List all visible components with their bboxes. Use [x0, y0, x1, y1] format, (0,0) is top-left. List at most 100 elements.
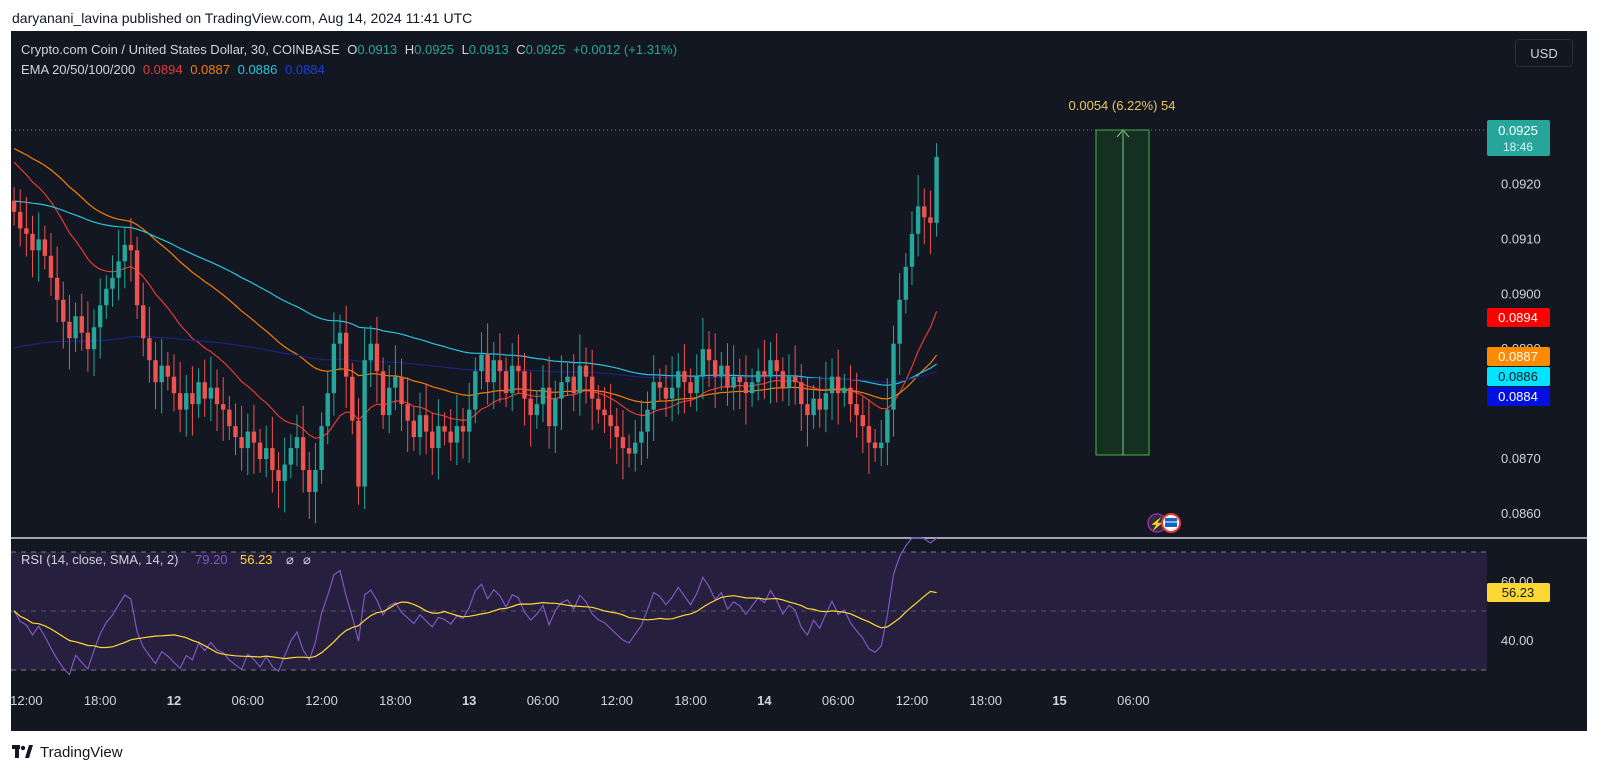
candle-body — [368, 343, 373, 361]
ema50-value: 0.0887 — [190, 62, 230, 77]
candle-body — [220, 404, 226, 410]
candle-body — [134, 250, 140, 306]
change-value: +0.0012 (+1.31%) — [572, 42, 678, 57]
candle-body — [817, 398, 822, 410]
candle-body — [768, 360, 773, 377]
candle-body — [651, 382, 656, 410]
footer-brand[interactable]: TradingView — [12, 741, 123, 763]
x-tick-label: 06:00 — [822, 693, 855, 708]
candle-body — [503, 371, 509, 394]
currency-button[interactable]: USD — [1515, 39, 1573, 67]
x-tick-label: 12:00 — [896, 693, 929, 708]
candle-body — [110, 277, 115, 289]
candle-layer — [11, 143, 939, 524]
ema200-value: 0.0884 — [285, 62, 325, 77]
candle-body — [356, 420, 361, 487]
candle-body — [331, 343, 337, 394]
close-label: C — [516, 42, 526, 57]
candle-body — [866, 426, 872, 443]
candle-body — [614, 426, 619, 438]
candle-body — [676, 371, 681, 388]
candle-body — [854, 404, 859, 416]
candle-body — [393, 376, 398, 388]
open-label: O — [347, 42, 358, 57]
candle-body — [719, 365, 724, 377]
ema200-tag-label: 0.0884 — [1498, 389, 1538, 404]
candle-body — [276, 470, 281, 482]
candle-body — [264, 448, 269, 460]
candle-body — [534, 404, 540, 416]
rsi-sma-line — [13, 590, 937, 660]
candle-body — [682, 371, 687, 383]
rsi-sma-tag-label: 56.23 — [1502, 585, 1535, 600]
candle-body — [891, 343, 896, 410]
candle-body — [835, 376, 841, 394]
candle-body — [829, 376, 835, 394]
candle-body — [749, 382, 755, 394]
ema-label: EMA 20/50/100/200 — [21, 62, 136, 77]
candle-body — [300, 437, 306, 471]
candle-body — [694, 376, 699, 394]
y-tick-label: 0.0910 — [1501, 231, 1541, 246]
candle-body — [589, 376, 595, 399]
candle-body — [583, 365, 589, 377]
candle-body — [792, 376, 798, 383]
x-tick-label: 18:00 — [674, 693, 707, 708]
y-tick-label: 0.0860 — [1501, 506, 1541, 521]
candle-body — [872, 442, 878, 449]
candle-body — [122, 244, 127, 262]
candle-body — [282, 464, 287, 482]
candle-body — [362, 360, 367, 487]
candle-body — [30, 233, 35, 251]
candle-body — [417, 415, 423, 438]
candle-body — [897, 299, 902, 344]
candle-body — [922, 206, 927, 218]
candle-body — [288, 448, 294, 465]
candle-body — [319, 426, 324, 471]
candle-body — [202, 382, 207, 399]
rsi-line — [13, 537, 937, 676]
candle-body — [805, 404, 810, 416]
candle-body — [848, 387, 853, 405]
candle-body — [909, 233, 915, 267]
candle-body — [350, 376, 355, 421]
candle-body — [663, 387, 669, 399]
candle-body — [91, 327, 97, 350]
symbol-title: Crypto.com Coin / United States Dollar, … — [21, 42, 340, 57]
ema50-tag-label: 0.0887 — [1498, 349, 1538, 364]
candle-body — [860, 415, 865, 427]
candle-body — [602, 409, 607, 416]
rsi-sma-value: 56.23 — [240, 552, 273, 567]
candle-body — [24, 228, 29, 234]
candle-body — [18, 211, 23, 229]
rsi-lines — [13, 537, 937, 676]
candle-body — [374, 343, 380, 372]
candle-body — [405, 404, 410, 421]
candle-body — [934, 156, 939, 223]
candle-body — [786, 376, 792, 388]
candle-body — [485, 354, 490, 383]
rsi-extra-2: ⌀ — [303, 552, 311, 567]
candle-body — [639, 431, 644, 443]
candle-body — [473, 371, 478, 410]
candle-body — [227, 409, 232, 427]
candle-body — [380, 371, 386, 416]
ema100-value: 0.0886 — [237, 62, 278, 77]
candle-body — [423, 415, 429, 432]
ema20-tag-label: 0.0894 — [1498, 310, 1538, 325]
ema200-tag — [1487, 387, 1550, 406]
candle-body — [620, 437, 626, 449]
candle-body — [97, 305, 103, 328]
candle-body — [915, 206, 921, 234]
candle-body — [48, 255, 54, 278]
ema20-value: 0.0894 — [142, 62, 183, 77]
candle-body — [466, 409, 472, 432]
candle-body — [725, 365, 730, 388]
candle-body — [171, 376, 177, 394]
measure-label: 0.0054 (6.22%) 54 — [1069, 98, 1176, 113]
chart-panel[interactable]: Crypto.com Coin / United States Dollar, … — [11, 31, 1587, 731]
candle-body — [669, 387, 675, 399]
candle-body — [774, 360, 779, 372]
candle-body — [141, 305, 146, 339]
candle-body — [799, 382, 804, 405]
